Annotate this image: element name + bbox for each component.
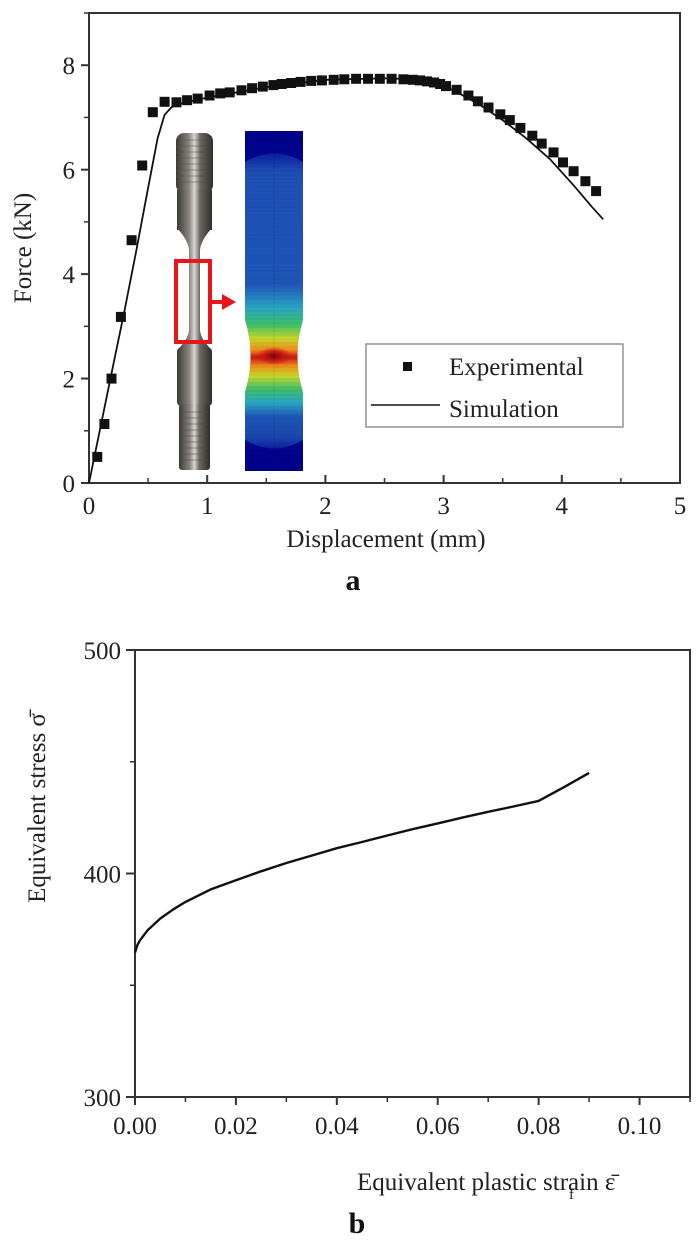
- experimental-point: [328, 74, 339, 85]
- experimental-point: [204, 90, 215, 101]
- y-tick-label: 6: [63, 158, 76, 185]
- chart-b: 0.00 0.02 0.04 0.06 0.08 0.10 300 400 500 Equiv…: [24, 638, 691, 1240]
- experimental-point: [215, 88, 226, 99]
- fe-contour-plot: [245, 131, 303, 471]
- chart-a-y-ticks: 0 2 4 6 8: [63, 12, 89, 498]
- chart-b-x-axis-title: Equivalent plastic strain ε̄ f: [357, 1169, 619, 1203]
- experimental-point: [126, 235, 137, 246]
- legend-label-experimental: Experimental: [449, 354, 584, 381]
- x-tick-label: 4: [556, 493, 569, 520]
- chart-b-y-axis-title: Equivalent stress σ̄: [24, 709, 51, 903]
- experimental-point: [548, 147, 559, 158]
- y-tick-label: 400: [84, 862, 122, 889]
- legend-label-simulation: Simulation: [449, 396, 559, 423]
- x-tick-label: 0.06: [416, 1113, 460, 1140]
- experimental-point: [591, 186, 602, 197]
- experimental-point: [92, 451, 103, 462]
- chart-b-x-axis-subscript: f: [569, 1187, 574, 1203]
- flow-curve-series: [133, 771, 590, 953]
- experimental-point: [451, 84, 462, 95]
- x-tick-label: 0.08: [517, 1113, 561, 1140]
- experimental-point: [351, 73, 362, 84]
- experimental-point: [374, 73, 385, 84]
- x-tick-label: 0.04: [315, 1113, 359, 1140]
- arrow-icon: [210, 294, 236, 310]
- experimental-point: [276, 79, 287, 89]
- chart-a-x-ticks: 0 1 2 3 4 5: [83, 475, 687, 520]
- experimental-point: [171, 97, 182, 108]
- experimental-point: [515, 122, 526, 133]
- experimental-point: [363, 73, 373, 84]
- experimental-point: [137, 160, 148, 171]
- experimental-point: [407, 74, 418, 85]
- experimental-point: [386, 73, 397, 84]
- experimental-point: [115, 311, 126, 322]
- x-tick-label: 1: [201, 493, 214, 520]
- experimental-point: [286, 78, 297, 88]
- experimental-point: [236, 85, 247, 96]
- y-tick-label: 4: [63, 262, 76, 289]
- experimental-point: [224, 87, 235, 98]
- experimental-point: [504, 115, 515, 126]
- x-tick-label: 5: [674, 493, 687, 520]
- y-tick-label: 500: [84, 638, 122, 665]
- chart-b-x-ticks: 0.00 0.02 0.04 0.06 0.08 0.10: [113, 1097, 691, 1140]
- experimental-point: [558, 157, 568, 168]
- panel-label-b: b: [349, 1207, 366, 1240]
- chart-a-y-axis-title: Force (kN): [10, 193, 37, 303]
- experimental-point: [316, 75, 327, 86]
- experimental-series: [92, 73, 602, 462]
- experimental-point: [435, 79, 446, 89]
- legend-marker-experimental: [403, 362, 412, 371]
- experimental-point: [580, 176, 591, 187]
- panel-label-a: a: [346, 564, 361, 597]
- experimental-point: [99, 419, 110, 429]
- x-tick-label: 0.00: [113, 1113, 157, 1140]
- y-tick-label: 0: [63, 471, 76, 498]
- y-tick-label: 8: [63, 53, 76, 80]
- x-tick-label: 2: [319, 493, 332, 520]
- chart-a: 0 1 2 3 4 5 0 2 4 6 8: [10, 12, 687, 597]
- experimental-point: [463, 90, 474, 101]
- chart-b-y-ticks: 300 400 500: [84, 638, 135, 1112]
- x-tick-label: 3: [437, 493, 450, 520]
- experimental-point: [568, 166, 579, 177]
- experimental-point: [106, 373, 117, 384]
- experimental-point: [483, 102, 494, 113]
- x-tick-label: 0.02: [214, 1113, 258, 1140]
- experimental-point: [422, 76, 433, 87]
- experimental-point: [495, 109, 506, 120]
- experimental-point: [441, 81, 451, 92]
- flow-curve-line: [133, 771, 590, 953]
- experimental-point: [527, 130, 538, 141]
- experimental-point: [268, 80, 279, 91]
- experimental-point: [472, 96, 483, 107]
- chart-a-x-axis-title: Displacement (mm): [286, 526, 485, 553]
- experimental-point: [429, 77, 440, 88]
- experimental-point: [536, 138, 547, 149]
- experimental-point: [398, 74, 409, 85]
- x-tick-label: 0.10: [618, 1113, 662, 1140]
- y-tick-label: 2: [63, 367, 76, 394]
- experimental-point: [247, 83, 258, 94]
- experimental-point: [339, 74, 350, 85]
- experimental-point: [257, 81, 268, 92]
- experimental-point: [182, 95, 193, 106]
- chart-b-x-axis-title-text: Equivalent plastic strain ε̄: [357, 1169, 619, 1196]
- chart-a-legend: Experimental Simulation: [365, 343, 624, 428]
- specimen-photo: [176, 133, 213, 470]
- experimental-point: [295, 76, 306, 87]
- experimental-point: [306, 75, 317, 86]
- experimental-point: [147, 107, 158, 118]
- experimental-point: [192, 93, 203, 104]
- experimental-point: [159, 96, 170, 107]
- chart-b-frame: [134, 649, 691, 1098]
- experimental-point: [415, 75, 425, 86]
- y-tick-label: 300: [84, 1085, 122, 1112]
- x-tick-label: 0: [83, 493, 96, 520]
